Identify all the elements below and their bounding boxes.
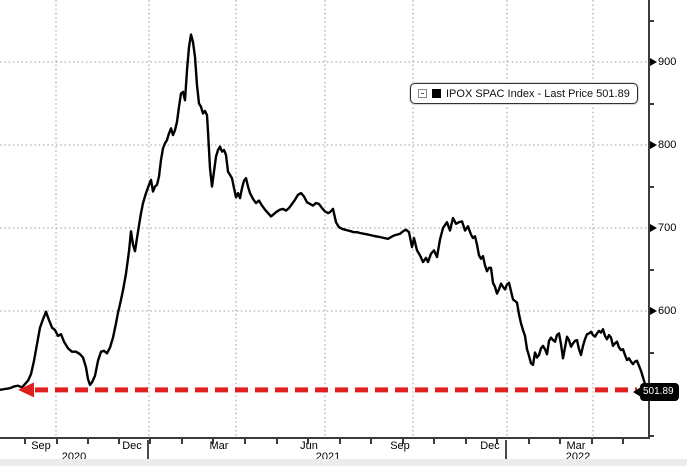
y-minor-tick <box>650 351 654 354</box>
legend-label: IPOX SPAC Index - Last Price 501.89 <box>446 87 630 100</box>
y-major-tick-arrow-icon <box>650 224 657 232</box>
year-separator <box>147 440 149 461</box>
y-minor-tick <box>650 19 654 22</box>
x-month-tick <box>591 439 593 444</box>
bottom-time-axis <box>0 437 650 439</box>
year-separator <box>505 440 507 461</box>
x-month-tick <box>212 439 214 444</box>
y-major-tick-arrow-icon <box>650 307 657 315</box>
x-month-label: Sep <box>390 440 410 452</box>
x-month-tick <box>181 439 183 444</box>
x-month-tick <box>276 439 278 444</box>
x-month-tick <box>528 439 530 444</box>
red-arrowhead-icon <box>18 382 34 398</box>
series-color-swatch-icon <box>432 89 441 98</box>
y-minor-tick <box>650 434 654 437</box>
x-month-tick <box>496 439 498 444</box>
y-axis-label: 600 <box>658 305 677 317</box>
bottom-margin-strip <box>0 459 687 466</box>
x-month-tick <box>149 439 151 444</box>
x-month-tick <box>244 439 246 444</box>
y-minor-tick <box>650 268 654 271</box>
y-minor-tick <box>650 185 654 188</box>
x-month-tick <box>370 439 372 444</box>
x-month-tick <box>56 439 58 444</box>
x-month-tick <box>339 439 341 444</box>
y-axis-label: 700 <box>658 222 677 234</box>
y-axis-label: 900 <box>658 56 677 68</box>
y-major-tick-arrow-icon <box>650 58 657 66</box>
y-axis-label: 800 <box>658 139 677 151</box>
x-month-label: Jun <box>300 440 318 452</box>
x-month-label: Mar <box>566 440 586 452</box>
x-month-tick <box>118 439 120 444</box>
x-month-tick <box>24 439 26 444</box>
y-minor-tick <box>650 102 654 105</box>
x-month-tick <box>622 439 624 444</box>
legend-expander-icon[interactable] <box>418 89 427 98</box>
x-month-tick <box>433 439 435 444</box>
right-price-axis <box>648 0 650 439</box>
x-month-label: Dec <box>122 440 142 452</box>
x-month-tick <box>402 439 404 444</box>
x-month-label: Dec <box>480 440 500 452</box>
x-month-tick <box>87 439 89 444</box>
x-month-label: Sep <box>31 440 51 452</box>
badge-arrow-tip-icon <box>633 386 641 397</box>
price-line <box>0 33 650 394</box>
last-price-value: 501.89 <box>640 382 679 401</box>
x-month-tick <box>307 439 309 444</box>
x-month-tick <box>465 439 467 444</box>
last-price-badge: 501.89 <box>633 382 679 401</box>
x-month-label: Mar <box>209 440 229 452</box>
legend[interactable]: IPOX SPAC Index - Last Price 501.89 <box>410 83 638 104</box>
y-major-tick-arrow-icon <box>650 141 657 149</box>
x-month-tick <box>559 439 561 444</box>
